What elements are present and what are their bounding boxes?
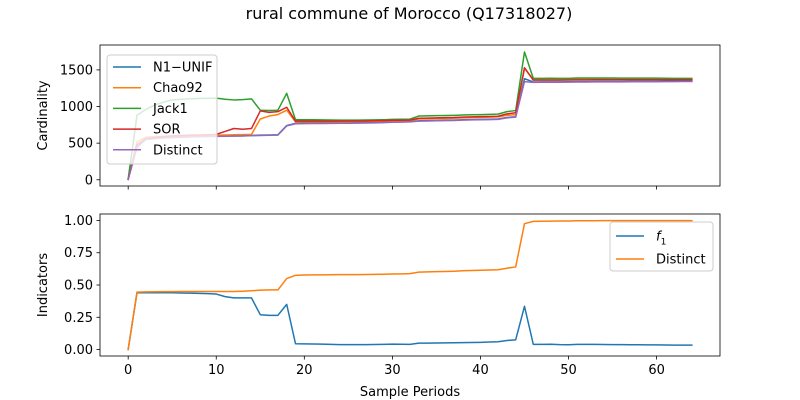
x-tick-label-bottom-3: 30 [384, 363, 401, 378]
legend-top: N1−UNIF Chao92 Jack1 SOR Distinct [106, 54, 218, 165]
x-tick-label-bottom-4: 40 [472, 363, 489, 378]
legend-label-top-2: Jack1 [152, 102, 188, 117]
y-axis-label-bottom: Indicators [36, 253, 51, 317]
y-tick-label-bottom-0: 0.00 [64, 343, 93, 358]
chart-panels: 050010001500CardinalityN1−UNIFChao92Jack… [36, 44, 721, 400]
series-line-bottom-1 [127, 219, 693, 351]
x-axis-label-bottom: Sample Periods [360, 385, 460, 400]
legend-label-top-4: Distinct [153, 143, 203, 158]
y-tick-label-bottom-1: 0.25 [64, 311, 93, 326]
x-tick-label-bottom-2: 20 [296, 363, 313, 378]
y-tick-label-top-0: 0 [85, 173, 93, 188]
legend-label-top-3: SOR [153, 123, 181, 138]
figure-title: rural commune of Morocco (Q17318027) [246, 4, 573, 23]
series-line-top-4 [127, 80, 693, 181]
axes-frame-top [99, 44, 721, 187]
x-tick-label-bottom-5: 50 [560, 363, 577, 378]
series-line-top-3 [127, 66, 693, 180]
legend-bottom: f1 Distinct [609, 221, 714, 272]
y-tick-label-bottom-3: 0.75 [64, 246, 93, 261]
chart-top: 0 500 1000 1500 Cardinality N1−UNIF Chao92 Jack… [36, 44, 721, 190]
legend-label-bottom-1: Distinct [656, 253, 706, 268]
x-tick-label-bottom-0: 0 [124, 363, 132, 378]
x-tick-label-bottom-1: 10 [208, 363, 225, 378]
x-tick-label-bottom-6: 60 [648, 363, 665, 378]
y-tick-label-top-2: 1000 [60, 100, 93, 115]
chart-bottom: 0 10 20 30 40 50 60 0.00 0.25 0.50 0.75 1.00 Indicat… [36, 213, 721, 400]
y-tick-label-top-1: 500 [68, 137, 93, 152]
y-tick-label-bottom-2: 0.50 [64, 279, 93, 294]
series-line-top-2 [127, 51, 693, 180]
series-line-bottom-0 [127, 292, 693, 351]
legend-frame-top [106, 54, 218, 165]
y-axis-label-top: Cardinality [36, 80, 51, 151]
y-tick-label-top-3: 1500 [60, 63, 93, 78]
legend-label-top-1: Chao92 [153, 81, 203, 96]
legend-label-top-0: N1−UNIF [153, 61, 212, 76]
legend-label-bottom-0: f1 [656, 230, 666, 248]
y-tick-label-bottom-4: 1.00 [64, 214, 93, 229]
